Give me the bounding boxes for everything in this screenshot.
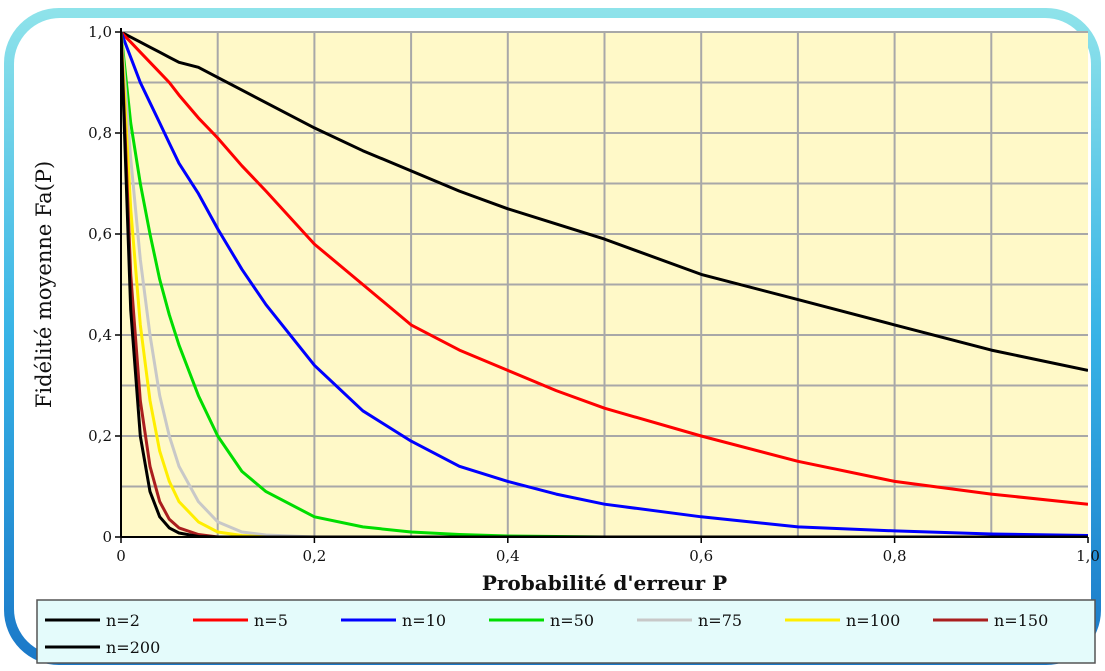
legend-item: n=100 <box>785 611 900 630</box>
legend-item: n=5 <box>193 611 288 630</box>
legend-item: n=200 <box>45 638 160 657</box>
x-tick-label: 1,0 <box>1076 547 1100 565</box>
x-tick-label: 0,2 <box>302 547 326 565</box>
legend-box <box>36 599 1096 664</box>
series-line-n-75 <box>121 32 1088 537</box>
series-line-n-100 <box>121 32 1088 537</box>
series-line-n-5 <box>121 32 1088 506</box>
series-line-n-10 <box>121 32 1088 537</box>
legend-item: n=75 <box>637 611 742 630</box>
series-line-n-200 <box>121 32 1088 537</box>
series-line-n-2 <box>121 32 1088 372</box>
legend: n=2 n=5 n=10 n=50 n=75 n=100 n=150 n=200 <box>36 599 1096 664</box>
legend-label: n=10 <box>402 611 446 630</box>
y-tick-label: 0,6 <box>88 225 112 243</box>
y-tick-label: 0,4 <box>88 326 112 344</box>
y-tick-label: 1,0 <box>88 23 112 41</box>
legend-label: n=150 <box>994 611 1048 630</box>
x-tick-label: 0,8 <box>883 547 907 565</box>
y-tick-label: 0 <box>102 528 112 546</box>
y-axis-title: Fidélité moyenne Fa(P) <box>32 161 56 408</box>
legend-label: n=200 <box>106 638 160 657</box>
x-tick-label: 0 <box>116 547 126 565</box>
legend-label: n=100 <box>846 611 900 630</box>
legend-item: n=150 <box>933 611 1048 630</box>
x-axis-title: Probabilité d'erreur P <box>482 571 727 595</box>
grid <box>121 31 1088 537</box>
legend-label: n=75 <box>698 611 742 630</box>
legend-label: n=5 <box>254 611 288 630</box>
legend-item: n=50 <box>489 611 594 630</box>
y-tick-label: 0,8 <box>88 124 112 142</box>
x-tick-label: 0,4 <box>496 547 520 565</box>
legend-label: n=50 <box>550 611 594 630</box>
y-tick-label: 0,2 <box>88 427 112 445</box>
series-line-n-150 <box>121 32 1088 537</box>
series-group <box>121 32 1088 537</box>
x-tick-label: 0,6 <box>689 547 713 565</box>
legend-item: n=10 <box>341 611 446 630</box>
series-line-n-50 <box>121 32 1088 537</box>
legend-item: n=2 <box>45 611 140 630</box>
legend-label: n=2 <box>106 611 140 630</box>
